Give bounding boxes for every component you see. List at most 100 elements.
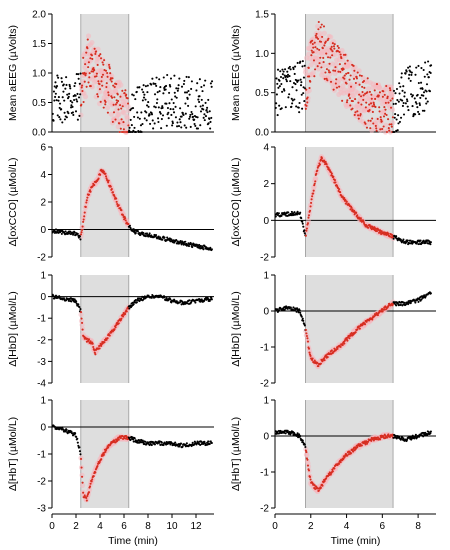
data-point — [308, 351, 311, 354]
data-point — [325, 477, 328, 480]
data-point — [307, 216, 310, 219]
data-point — [363, 86, 366, 89]
data-point — [178, 77, 181, 80]
data-point — [354, 111, 357, 114]
data-point — [57, 96, 60, 99]
data-point — [191, 441, 194, 444]
y-tick-label: 1.0 — [32, 69, 46, 80]
y-tick-label: 0.0 — [255, 128, 269, 139]
data-point — [109, 72, 112, 75]
data-point — [313, 182, 316, 185]
data-point — [188, 299, 191, 302]
data-point — [278, 104, 281, 107]
data-point — [353, 113, 356, 117]
data-point — [150, 444, 153, 447]
data-point-halo — [121, 110, 127, 116]
y-tick-label: -1 — [37, 314, 46, 325]
data-point — [69, 230, 72, 233]
data-point — [129, 109, 132, 112]
data-point — [188, 93, 191, 96]
data-point — [400, 76, 403, 79]
data-point — [145, 119, 148, 122]
data-point — [425, 90, 428, 93]
data-point — [129, 438, 132, 442]
data-point — [85, 496, 88, 500]
data-point — [200, 98, 203, 101]
data-point — [175, 239, 178, 242]
data-point — [69, 87, 72, 90]
data-point — [316, 37, 320, 40]
data-point — [302, 225, 305, 228]
data-point — [348, 337, 351, 340]
data-point — [367, 440, 370, 443]
data-point — [305, 229, 308, 232]
data-point — [98, 54, 101, 57]
data-point — [362, 98, 365, 101]
data-point — [183, 124, 186, 127]
data-point — [86, 494, 89, 497]
data-point — [199, 124, 202, 127]
data-point — [421, 295, 424, 298]
data-point — [376, 117, 379, 121]
data-point — [429, 432, 432, 435]
data-point — [318, 163, 321, 166]
x-tick-label: 6 — [121, 521, 127, 532]
data-point — [93, 351, 96, 354]
data-point — [111, 191, 114, 194]
data-point — [337, 70, 340, 73]
data-point-halo — [79, 322, 85, 328]
data-point — [330, 48, 333, 51]
data-point — [60, 77, 63, 80]
data-point — [108, 63, 111, 66]
data-point — [321, 360, 324, 363]
data-point — [292, 68, 295, 71]
data-point — [150, 296, 153, 299]
data-point — [382, 435, 385, 438]
data-point — [104, 103, 107, 106]
data-point — [93, 349, 96, 352]
shaded-interval — [80, 275, 129, 383]
data-point — [301, 317, 304, 320]
data-point — [184, 91, 187, 94]
data-point — [156, 91, 159, 94]
data-point — [402, 85, 405, 88]
data-point — [70, 300, 73, 303]
data-point — [309, 80, 312, 83]
data-point — [394, 102, 397, 105]
data-point — [351, 100, 354, 103]
x-tick-label: 2 — [308, 521, 314, 532]
data-point — [107, 91, 110, 94]
data-point — [196, 82, 199, 85]
data-point — [290, 97, 293, 100]
data-point — [55, 99, 58, 102]
data-point — [85, 199, 88, 202]
panel-left-row2: -2 0 2 4 6 Δ[oxCCO] (µMol/L) — [7, 143, 214, 264]
data-point — [120, 317, 123, 320]
data-point — [70, 104, 73, 107]
data-point — [180, 303, 183, 306]
data-point — [128, 126, 131, 129]
data-point-halo — [341, 75, 347, 81]
data-point — [89, 189, 92, 192]
data-point — [334, 69, 337, 72]
data-point — [158, 440, 161, 443]
data-point — [155, 76, 158, 79]
data-point — [405, 98, 409, 101]
data-point — [91, 342, 94, 345]
data-point — [381, 95, 384, 98]
data-point — [341, 343, 344, 347]
data-point — [323, 159, 326, 162]
data-point — [302, 86, 305, 89]
data-point — [429, 430, 432, 433]
data-point-halo — [365, 86, 372, 92]
y-tick-label: -2 — [260, 504, 269, 515]
data-point — [64, 430, 67, 433]
data-point — [310, 54, 313, 57]
y-axis-title: Δ[oxCCO] (µMol/L) — [7, 158, 19, 247]
data-point — [288, 75, 291, 78]
data-point — [190, 242, 193, 246]
data-point — [90, 480, 93, 483]
data-point — [158, 111, 162, 114]
data-point — [159, 443, 162, 446]
data-point — [157, 106, 160, 109]
